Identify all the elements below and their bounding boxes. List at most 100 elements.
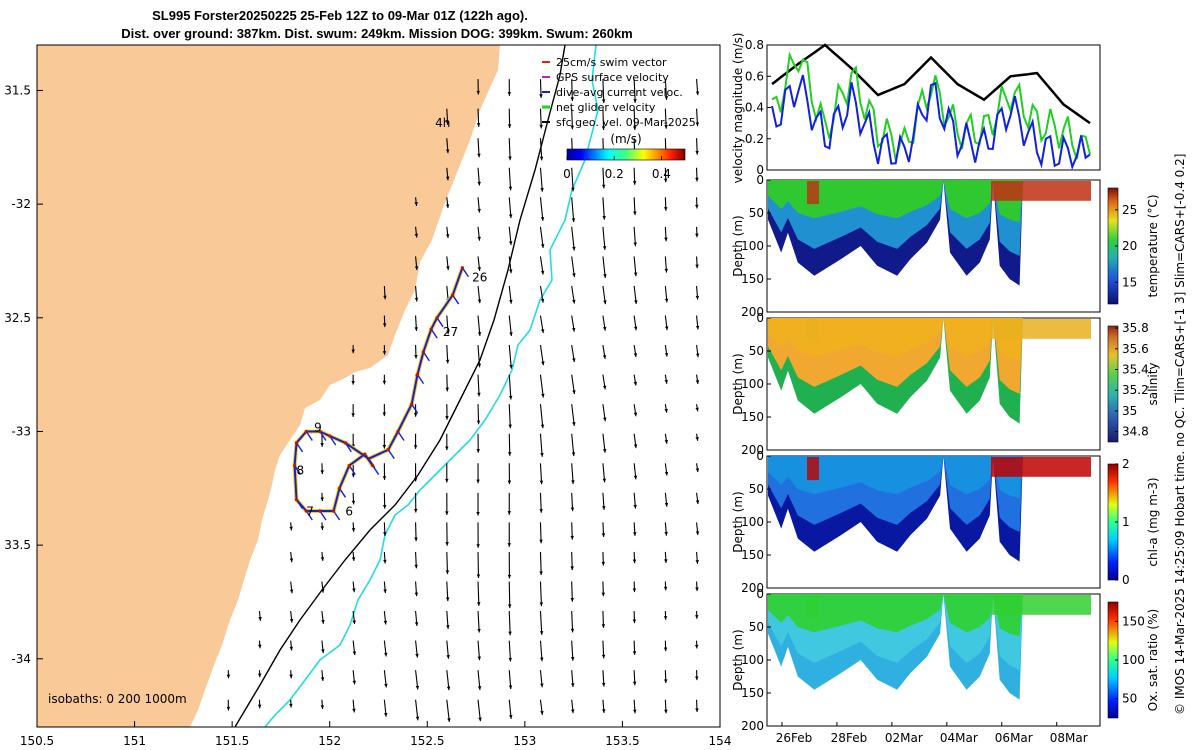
dive-avg-current-vector — [295, 442, 304, 453]
section-colorbar-label: temperature (°C) — [1146, 195, 1160, 298]
dive-avg-current-vector — [411, 403, 419, 414]
credit-text: © IMOS 14-Mar-2025 14:25:09 Hobart time.… — [1173, 154, 1187, 715]
colorbar-tick: 35.4 — [1122, 363, 1149, 377]
dive-avg-current-vector — [430, 328, 438, 339]
time-tick-label: 26Feb — [776, 731, 813, 745]
velocity-series-line — [771, 51, 1091, 161]
colorbar-tick: 100 — [1122, 653, 1145, 667]
title-line2: Dist. over ground: 387km. Dist. swum: 24… — [121, 26, 633, 41]
title-line1: SL995 Forster20250225 25-Feb 12Z to 09-M… — [152, 8, 528, 23]
map-annotations: 4h 26 27 9 8 7 6 — [297, 116, 488, 519]
section-colorbar-label: salinity — [1146, 362, 1160, 405]
colorbar-tick: 0 — [1122, 573, 1130, 587]
swim-vector-point — [363, 452, 367, 456]
track-day-label: 27 — [443, 325, 458, 339]
lon-tick-label: 150.5 — [20, 734, 54, 748]
colorbar-tick: 15 — [1122, 275, 1137, 289]
swim-vector-point — [294, 498, 299, 502]
dive-avg-current-vector — [319, 510, 327, 521]
depth-tick: 0 — [756, 449, 764, 463]
dive-avg-current-vector — [344, 442, 352, 453]
legend-sfc-geo-vel: sfc geo. vel. 09-Mar-2025 — [556, 116, 696, 129]
section-surface-patch — [991, 595, 1091, 615]
glider-track-line — [293, 267, 464, 512]
dive-avg-current-vector — [452, 294, 460, 305]
isobath-1000m — [264, 45, 599, 727]
section-ylabel: Depth (m) — [731, 215, 745, 276]
swim-vector-point — [386, 448, 390, 452]
legend-swim-vector: 25cm/s swim vector — [556, 56, 667, 69]
depth-tick: 150 — [741, 548, 764, 562]
lon-tick-label: 153.5 — [605, 734, 639, 748]
time-tick-label: 02Mar — [885, 731, 923, 745]
dive-avg-current-vector — [305, 510, 313, 521]
depth-tick: 200 — [741, 305, 764, 319]
dive-avg-current-vector — [416, 374, 425, 385]
swim-vector-point — [318, 509, 322, 513]
swim-vector-point — [347, 463, 351, 468]
isobath-200m — [234, 45, 566, 727]
colorbar-tick: 0.4 — [652, 167, 671, 181]
track-day-label: 8 — [297, 464, 305, 478]
depth-tick: 0 — [756, 173, 764, 187]
map-axes-box — [36, 44, 721, 728]
colorbar-tick: 35.2 — [1122, 383, 1149, 397]
velocity-ylabel: velocity magnitude (m/s) — [731, 33, 745, 184]
depth-tick: 100 — [741, 653, 764, 667]
depth-tick: 200 — [741, 719, 764, 733]
time-tick-label: 06Mar — [995, 731, 1033, 745]
lon-tick-label: 153 — [513, 734, 536, 748]
section-panel: 0 50 100 150 200 Depth (m) 25 20 15 temperature (… — [731, 173, 1160, 319]
section-surface-patch — [807, 457, 819, 481]
colorbar-tick: 2 — [1122, 457, 1130, 471]
dive-avg-current-vector — [364, 453, 372, 464]
lon-tick-label: 152.5 — [410, 734, 444, 748]
colorbar-tick: 0 — [563, 167, 571, 181]
depth-tick: 50 — [749, 206, 764, 220]
lat-tick-label: 33.5 — [4, 538, 31, 552]
surface-velocity-arrows — [226, 79, 700, 723]
depth-tick: 50 — [749, 620, 764, 634]
section-ylabel: Depth (m) — [731, 629, 745, 690]
lat-tick-label: 31.5 — [4, 83, 31, 97]
section-colorbar-label: chl-a (mg m-3) — [1146, 477, 1160, 566]
section-colorbar — [1107, 325, 1119, 443]
time-axis: 26Feb 28Feb 02Mar 04Mar 06Mar 08Mar — [776, 722, 1088, 745]
section-surface-patch — [991, 181, 1091, 201]
colorbar-tick: 50 — [1122, 692, 1137, 706]
swim-vector-point — [343, 441, 347, 445]
colorbar-tick: 150 — [1122, 614, 1145, 628]
swim-vector-point — [410, 402, 414, 406]
dive-avg-current-vector — [338, 487, 347, 498]
colorbar-tick: 20 — [1122, 239, 1137, 253]
section-surface-patch — [807, 181, 819, 205]
dive-avg-current-vector — [333, 510, 341, 521]
swim-vector-point — [451, 293, 455, 297]
lon-tick-label: 154 — [709, 734, 732, 748]
section-colorbar-label: Ox. sat. ratio (%) — [1146, 609, 1160, 711]
swim-vector-point — [460, 266, 465, 270]
dive-avg-current-vector — [348, 465, 356, 475]
lat-tick-label: 32.5 — [4, 311, 31, 325]
lat-tick-label: -32 — [11, 197, 31, 211]
dive-avg-current-vector — [372, 465, 380, 475]
swim-vector-point — [421, 350, 425, 354]
swim-vector-point — [332, 509, 336, 513]
section-ylabel: Depth (m) — [731, 353, 745, 414]
velocity-series-line — [771, 43, 1091, 125]
swim-vector-point — [429, 327, 433, 331]
velocity-timeseries-panel: 0 0.2 0.4 0.6 0.8 velocity magnitude (m/s) — [731, 33, 1101, 184]
swim-vector-point — [415, 373, 420, 377]
swim-vector-point — [292, 463, 297, 468]
colorbar-tick: 34.8 — [1122, 425, 1149, 439]
isobath-note: isobaths: 0 200 1000m — [48, 692, 187, 706]
time-tick-label: 28Feb — [831, 731, 868, 745]
land-mass — [37, 45, 500, 727]
colorbar-tick: 35.8 — [1122, 321, 1149, 335]
dive-avg-current-vector — [461, 267, 469, 278]
section-ylabel: Depth (m) — [731, 491, 745, 552]
glider-track — [292, 266, 469, 521]
